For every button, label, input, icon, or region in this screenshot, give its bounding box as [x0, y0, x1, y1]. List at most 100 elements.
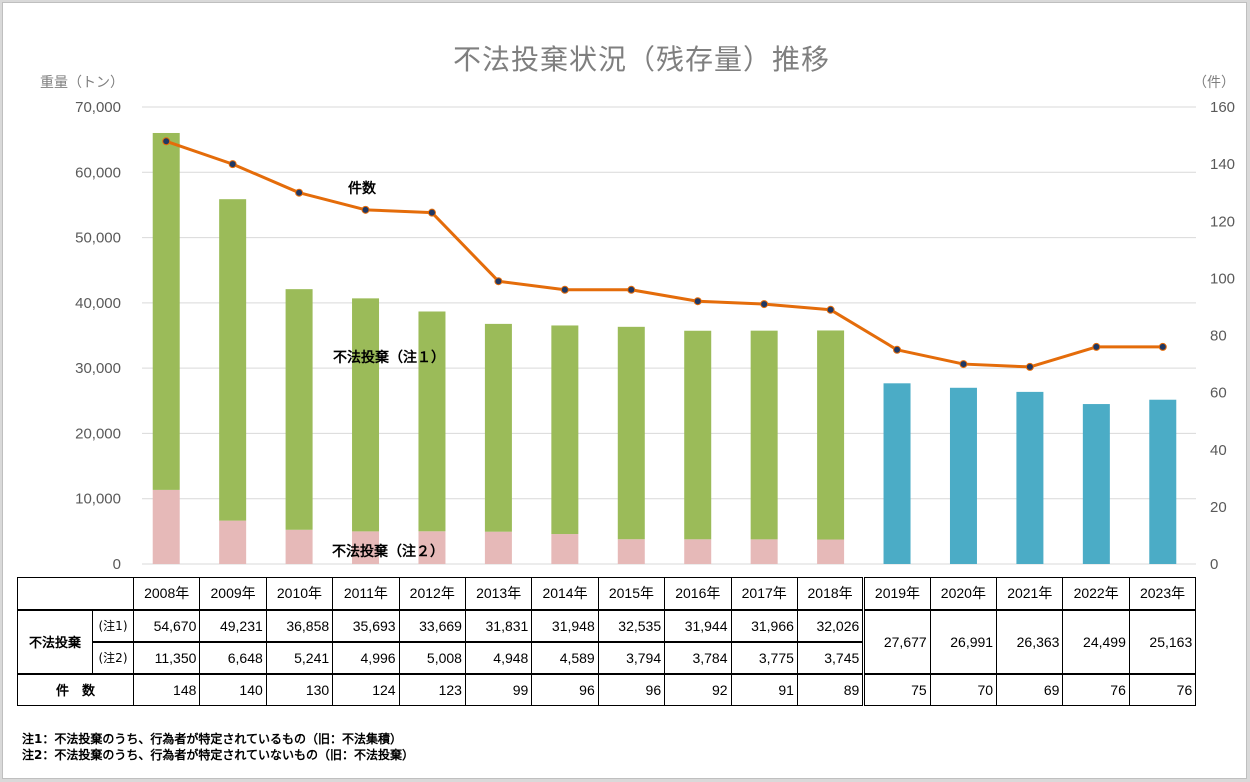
sub-label-note2: (注2) [92, 640, 134, 674]
y-right-tick-label: 80 [1210, 328, 1227, 345]
count-marker [162, 137, 171, 146]
cell-count: 99 [464, 672, 533, 706]
y-axis-right-label: （件） [1193, 75, 1235, 91]
count-label: 件 数 [17, 672, 134, 706]
cell-note1: 33,669 [398, 608, 466, 642]
year-header: 2022年 [1062, 577, 1130, 610]
count-marker [959, 360, 968, 369]
cell-count: 148 [132, 672, 201, 706]
cell-note2: 4,589 [531, 640, 599, 674]
cell-count: 76 [1062, 672, 1130, 706]
cell-total: 24,499 [1062, 608, 1130, 674]
cell-note2: 5,008 [398, 640, 466, 674]
cell-note1: 36,858 [265, 608, 334, 642]
y-left-tick-label: 30,000 [75, 360, 121, 377]
cell-note2: 4,996 [332, 640, 400, 674]
cell-note1: 31,948 [531, 608, 599, 642]
bar-total [1016, 391, 1044, 564]
count-marker [1158, 342, 1167, 351]
bar-note1 [152, 132, 180, 490]
cell-note2: 3,794 [597, 640, 666, 674]
annotation-note2: 不法投棄（注２） [332, 543, 444, 560]
year-header: 2016年 [664, 577, 732, 610]
year-header: 2021年 [996, 577, 1064, 610]
table-row-note2: (注2) 11,350 6,648 5,241 4,996 5,008 4,948 4,58… [18, 640, 1196, 674]
bar-note2 [617, 539, 645, 564]
cell-total: 26,363 [996, 608, 1064, 674]
year-header: 2017年 [730, 577, 798, 610]
chart-title: 不法投棄状況（残存量）推移 [452, 43, 830, 76]
count-marker [560, 285, 569, 294]
data-table: 2008年 2009年 2010年 2011年 2012年 2013年 2014年 2015年… [17, 577, 1197, 706]
cell-count: 69 [996, 672, 1064, 706]
year-header: 2013年 [464, 577, 533, 610]
year-header: 2018年 [796, 577, 866, 610]
cell-count: 89 [796, 672, 866, 706]
year-header: 2010年 [265, 577, 334, 610]
count-marker [361, 205, 370, 214]
bar-note1 [551, 325, 579, 535]
y-left-tick-label: 60,000 [75, 164, 121, 181]
bar-note2 [352, 531, 380, 564]
count-marker [1025, 362, 1034, 371]
bar-note1 [219, 199, 247, 521]
y-right-tick-label: 0 [1210, 556, 1218, 573]
count-line [165, 139, 1163, 369]
y-left-tick-label: 40,000 [75, 295, 121, 312]
row-group-label: 不法投棄 [17, 608, 93, 674]
bar-note1 [484, 323, 512, 532]
count-marker [760, 300, 769, 309]
y-left-tick-label: 70,000 [75, 99, 121, 116]
bar-note2 [484, 531, 512, 564]
count-marker [295, 188, 304, 197]
bar-note1 [285, 289, 313, 530]
cell-note2: 3,745 [796, 640, 866, 674]
plot-area: 0 10,000 20,000 30,000 40,000 50,000 60,000 70,… [75, 99, 1235, 573]
cell-count: 92 [664, 672, 732, 706]
y-axis-left-label: 重量（トン） [40, 75, 124, 91]
table-row-count: 件 数 148 140 130 124 123 99 96 96 92 91 89 75 70 69 76 7… [17, 672, 1197, 706]
cell-note1: 32,535 [597, 608, 666, 642]
cell-note1: 32,026 [796, 608, 866, 642]
y-left-tick-label: 20,000 [75, 425, 121, 442]
bar-note2 [219, 520, 247, 564]
cell-total: 27,677 [863, 608, 931, 674]
bar-note2 [152, 489, 180, 564]
bar-note2 [285, 529, 313, 564]
y-left-tick-label: 10,000 [75, 491, 121, 508]
cell-note2: 11,350 [132, 640, 201, 674]
cell-note2: 5,241 [265, 640, 334, 674]
bar-note2 [750, 539, 778, 564]
y-right-tick-label: 120 [1210, 213, 1235, 230]
count-marker [427, 208, 436, 217]
year-header: 2009年 [199, 577, 267, 610]
cell-count: 70 [929, 672, 998, 706]
year-header: 2012年 [398, 577, 466, 610]
cell-note2: 3,775 [730, 640, 798, 674]
y-right-tick-label: 20 [1210, 499, 1227, 516]
year-header: 2014年 [531, 577, 599, 610]
y-right-tick-label: 140 [1210, 156, 1235, 173]
table-row-note1: 不法投棄 (注1) 54,670 49,231 36,858 35,693 33,669… [17, 608, 1197, 674]
year-header: 2011年 [332, 577, 400, 610]
cell-total: 26,991 [929, 608, 998, 674]
footnotes: 注1：不法投棄のうち、行為者が特定されているもの（旧：不法集積） 注2：不法投棄… [22, 731, 414, 763]
cell-note1: 31,831 [464, 608, 533, 642]
cell-count: 75 [863, 672, 931, 706]
bar-note2 [684, 539, 712, 564]
bar-note1 [617, 326, 645, 540]
bar-note2 [817, 539, 845, 564]
y-right-tick-label: 60 [1210, 385, 1227, 402]
bar-note2 [551, 534, 579, 564]
footnote-1: 注1：不法投棄のうち、行為者が特定されているもの（旧：不法集積） [22, 732, 402, 746]
y-right-tick-label: 40 [1210, 442, 1227, 459]
bar-note1 [750, 330, 778, 540]
annotation-note1: 不法投棄（注１） [333, 349, 445, 366]
annotation-count: 件数 [348, 180, 377, 197]
bar-total [1082, 404, 1110, 564]
bar-total [883, 383, 911, 564]
cell-total: 25,163 [1128, 608, 1197, 674]
count-marker [627, 285, 636, 294]
cell-note2: 4,948 [464, 640, 533, 674]
bar-note1 [817, 330, 845, 540]
